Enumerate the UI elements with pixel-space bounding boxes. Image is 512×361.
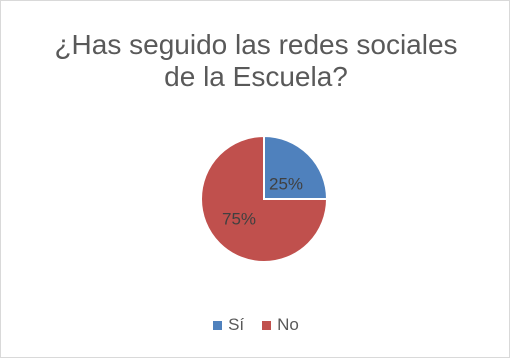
chart-title-line-1: ¿Has seguido las redes sociales (54, 29, 458, 60)
chart-title-line-2: de la Escuela? (164, 61, 348, 92)
legend-swatch-no (262, 320, 272, 330)
pie-slice-no (200, 134, 329, 263)
legend-label-no: No (277, 315, 299, 334)
pie-slice-si (263, 134, 329, 200)
legend-label-si: Sí (228, 315, 245, 334)
legend-item-no: No (262, 315, 299, 335)
chart-legend: Sí No (1, 315, 511, 335)
chart-title: ¿Has seguido las redes sociales de la Es… (1, 29, 511, 93)
pie-label-no: 75% (222, 209, 256, 228)
pie-label-si: 25% (269, 174, 303, 193)
legend-swatch-si (213, 320, 223, 330)
legend-item-si: Sí (213, 315, 244, 335)
